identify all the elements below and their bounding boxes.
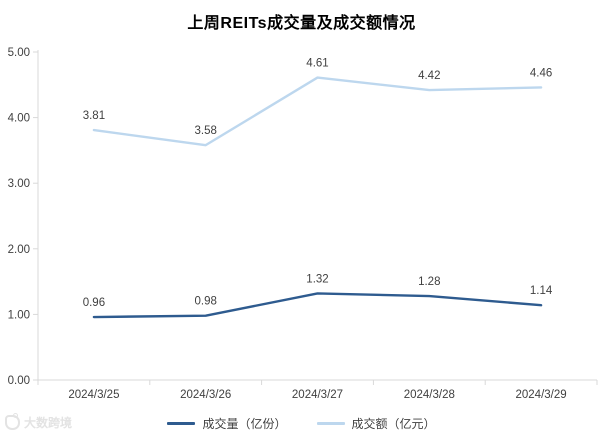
y-tick-label: 5.00 [8, 47, 30, 59]
chart-title: 上周REITs成交量及成交额情况 [187, 15, 416, 32]
legend-label-turnover: 成交额（亿元） [351, 417, 436, 431]
y-tick-label: 1.00 [8, 309, 30, 321]
data-label: 1.28 [418, 276, 440, 288]
data-label: 4.61 [306, 58, 328, 70]
series-line[interactable] [92, 76, 543, 147]
x-tick-label: 2024/3/27 [292, 389, 343, 401]
y-tick-label: 4.00 [8, 113, 30, 125]
x-tick-label: 2024/3/26 [180, 389, 231, 401]
data-label: 4.46 [530, 67, 552, 79]
data-label: 3.81 [83, 110, 105, 122]
x-tick-label: 2024/3/29 [516, 389, 567, 401]
data-label: 4.42 [418, 70, 440, 82]
legend: 成交量（亿份） 成交额（亿元） [0, 415, 603, 432]
data-label: 1.32 [306, 273, 328, 285]
series-line[interactable] [92, 292, 543, 319]
watermark-logo-icon [5, 413, 20, 430]
x-tick-label: 2024/3/25 [68, 389, 119, 401]
data-label: 0.96 [83, 297, 105, 309]
data-label: 0.98 [195, 296, 217, 308]
data-label: 3.58 [195, 125, 217, 137]
y-tick-label: 2.00 [8, 244, 30, 256]
volume-line-swatch-icon [167, 422, 196, 425]
y-tick-label: 0.00 [8, 375, 30, 387]
watermark: 大数跨境 [5, 413, 73, 431]
data-label: 1.14 [530, 285, 553, 297]
legend-item-turnover[interactable]: 成交额（亿元） [316, 415, 436, 432]
x-tick-label: 2024/3/28 [404, 389, 455, 401]
legend-item-volume[interactable]: 成交量（亿份） [167, 415, 287, 432]
legend-label-volume: 成交量（亿份） [202, 417, 287, 431]
y-tick-label: 3.00 [8, 178, 30, 190]
turnover-line-swatch-icon [316, 422, 345, 425]
watermark-text: 大数跨境 [24, 416, 73, 430]
